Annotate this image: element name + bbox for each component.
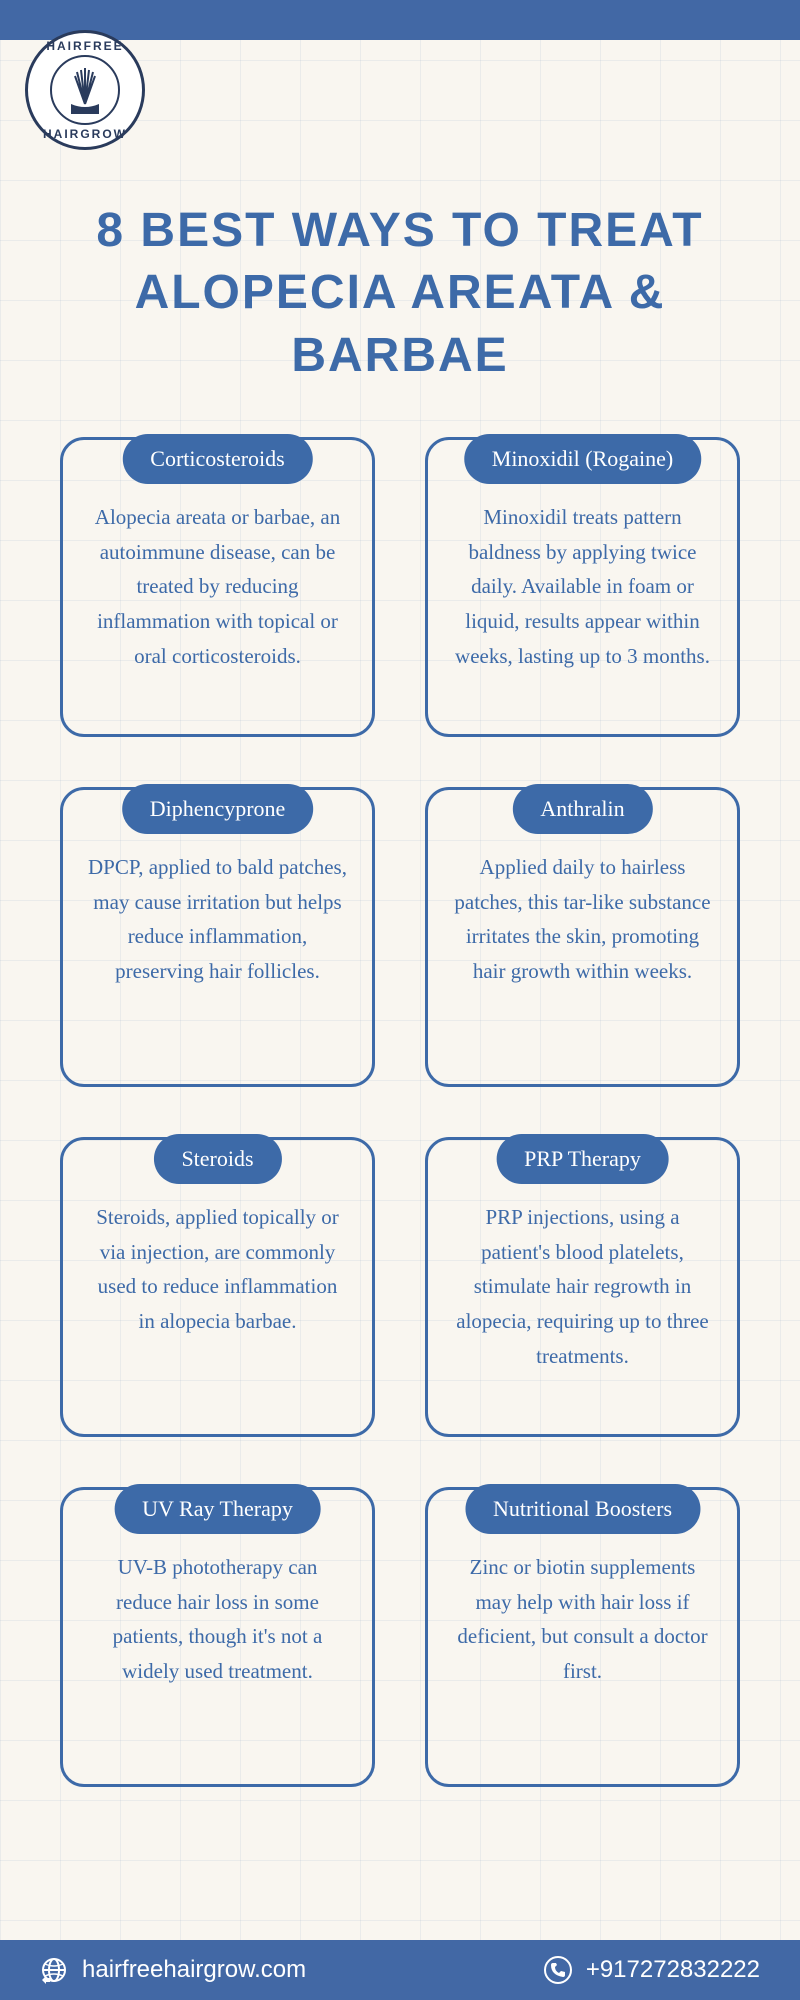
- card-label: Diphencyprone: [122, 784, 314, 834]
- card-body: Steroids, applied topically or via injec…: [87, 1200, 348, 1339]
- treatment-card: PRP Therapy PRP injections, using a pati…: [425, 1137, 740, 1437]
- globe-icon: [40, 1956, 68, 1984]
- treatment-card: Corticosteroids Alopecia areata or barba…: [60, 437, 375, 737]
- card-body: Alopecia areata or barbae, an autoimmune…: [87, 500, 348, 673]
- logo-inner: [50, 55, 120, 125]
- card-label: Steroids: [153, 1134, 281, 1184]
- treatment-card: UV Ray Therapy UV-B phototherapy can red…: [60, 1487, 375, 1787]
- card-label: PRP Therapy: [496, 1134, 669, 1184]
- phone-text: +917272832222: [586, 1956, 760, 1984]
- treatment-card: Minoxidil (Rogaine) Minoxidil treats pat…: [425, 437, 740, 737]
- logo-text-top: HAIRFREE: [46, 39, 123, 53]
- card-label: Corticosteroids: [122, 434, 312, 484]
- treatment-card: Nutritional Boosters Zinc or biotin supp…: [425, 1487, 740, 1787]
- brand-logo: HAIRFREE HAIRGROW: [25, 30, 145, 150]
- card-label: Nutritional Boosters: [465, 1484, 700, 1534]
- cards-grid: Corticosteroids Alopecia areata or barba…: [0, 427, 800, 1827]
- card-label: Minoxidil (Rogaine): [464, 434, 701, 484]
- treatment-card: Steroids Steroids, applied topically or …: [60, 1137, 375, 1437]
- card-label: Anthralin: [512, 784, 652, 834]
- card-label: UV Ray Therapy: [114, 1484, 321, 1534]
- footer-phone[interactable]: +917272832222: [544, 1956, 760, 1984]
- card-body: Minoxidil treats pattern baldness by app…: [452, 500, 713, 673]
- card-body: UV-B phototherapy can reduce hair loss i…: [87, 1550, 348, 1689]
- footer-bar: hairfreehairgrow.com +917272832222: [0, 1940, 800, 2000]
- logo-text-bottom: HAIRGROW: [43, 127, 127, 141]
- treatment-card: Anthralin Applied daily to hairless patc…: [425, 787, 740, 1087]
- hair-follicle-icon: [61, 66, 109, 114]
- card-body: DPCP, applied to bald patches, may cause…: [87, 850, 348, 989]
- phone-icon: [544, 1956, 572, 1984]
- footer-website[interactable]: hairfreehairgrow.com: [40, 1956, 306, 1984]
- treatment-card: Diphencyprone DPCP, applied to bald patc…: [60, 787, 375, 1087]
- card-body: Applied daily to hairless patches, this …: [452, 850, 713, 989]
- website-text: hairfreehairgrow.com: [82, 1956, 306, 1984]
- card-body: Zinc or biotin supplements may help with…: [452, 1550, 713, 1689]
- card-body: PRP injections, using a patient's blood …: [452, 1200, 713, 1373]
